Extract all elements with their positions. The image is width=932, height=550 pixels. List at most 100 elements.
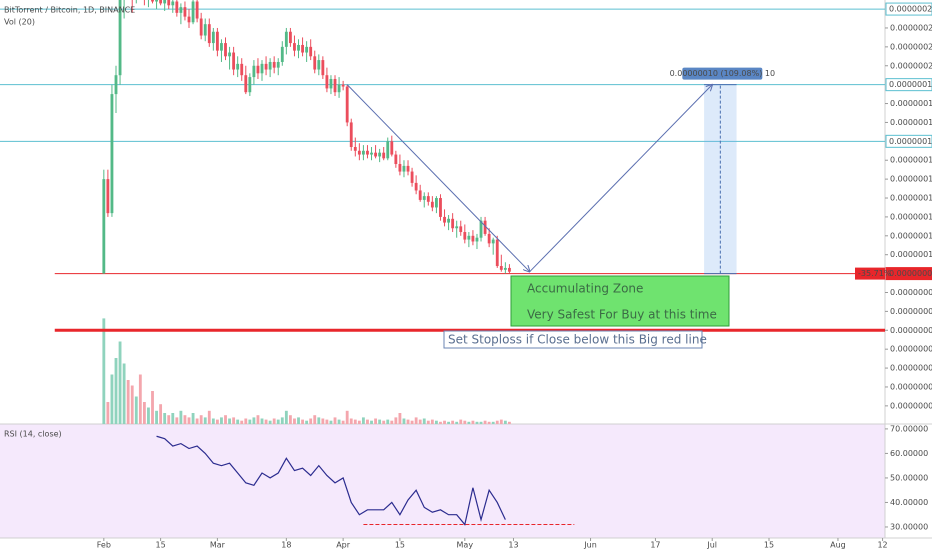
candle-body — [220, 43, 223, 51]
arrow — [529, 85, 713, 273]
y-tick-label: 0.00000021 — [890, 42, 932, 51]
volume-bar — [374, 418, 377, 424]
candle-body — [114, 75, 118, 95]
volume-bar — [483, 420, 487, 424]
volume-bar — [479, 421, 483, 424]
volume-bar — [102, 318, 106, 424]
candle-body — [495, 239, 499, 267]
candle-body — [224, 43, 227, 57]
candle-body — [195, 1, 199, 19]
volume-bar — [321, 418, 325, 424]
volume-bar — [211, 418, 215, 424]
candle-body — [248, 77, 252, 93]
rsi-title: RSI (14, close) — [4, 430, 62, 439]
y-tick-label: 0.00000005 — [890, 345, 932, 354]
candle-body — [483, 220, 487, 234]
volume-bar — [134, 396, 138, 424]
level-label-box — [885, 267, 932, 281]
candle-body — [256, 65, 260, 74]
candle-body — [430, 201, 434, 208]
level-label: 0.00000019 — [889, 80, 932, 89]
candle-body — [110, 94, 114, 214]
volume-bar — [122, 363, 126, 424]
volume-bar — [106, 402, 110, 424]
rsi-pane — [0, 424, 885, 538]
candle-body — [106, 179, 110, 214]
volume-bar — [228, 418, 231, 424]
volume-bar — [207, 410, 211, 424]
volume-bar — [179, 410, 183, 424]
candle-body — [341, 84, 345, 87]
candle-body — [179, 7, 183, 13]
axes: 0.00000023 0.00000019 0.00000016 0.00000009… — [97, 2, 932, 550]
volume-bar — [410, 420, 414, 424]
volume-bar — [349, 418, 353, 424]
candle-body — [325, 75, 329, 89]
change-label: -35.71% — [858, 269, 892, 278]
candle-body — [447, 218, 451, 223]
volume-bar — [288, 415, 292, 424]
volume-bar — [171, 413, 175, 424]
volume-bar — [215, 419, 219, 424]
y-tick-label: 0.00000012 — [890, 212, 932, 221]
candle-body — [443, 216, 446, 223]
x-tick-label: Aug — [830, 541, 846, 550]
volume-bar — [252, 417, 256, 424]
candle-body — [370, 152, 373, 155]
candle-body — [374, 152, 377, 157]
x-tick-label: Apr — [336, 541, 351, 550]
chart-title: BitTorrent / Bitcoin, 1D, BINANCE — [4, 6, 135, 15]
volume-bar — [151, 391, 154, 424]
volume-bar — [398, 413, 402, 424]
stoploss-box — [443, 330, 703, 349]
y-tick-label: 0.00000010 — [890, 250, 932, 259]
candle-body — [422, 196, 426, 200]
volume-bar — [499, 419, 503, 424]
candle-body — [361, 150, 365, 155]
volume-bar — [467, 421, 471, 424]
volume-bar — [268, 420, 272, 424]
candle-body — [163, 0, 167, 4]
volume-bar — [301, 419, 304, 424]
volume-bar — [471, 420, 475, 424]
y-tick-label: 0.00000004 — [890, 364, 932, 373]
x-tick-label: 15 — [156, 541, 166, 550]
candle-body — [268, 61, 272, 70]
rsi-tick-label: 30.00000 — [890, 522, 928, 531]
candle-body — [240, 63, 244, 76]
volume-bar — [110, 374, 114, 424]
volume-bar — [236, 419, 240, 424]
volume-bar — [414, 417, 418, 424]
rsi-tick-label: 70.00000 — [890, 424, 928, 433]
volume-bar — [422, 418, 426, 424]
y-tick-label: 0.00000017 — [890, 118, 932, 127]
candle-body — [353, 147, 357, 151]
candle-body — [199, 18, 203, 36]
candle-body — [309, 46, 313, 57]
candle-body — [272, 61, 276, 68]
volume-bar — [203, 417, 207, 424]
y-tick-label: 0.00000022 — [890, 23, 932, 32]
volume-label: Vol (20) — [4, 18, 35, 27]
volume-bar — [353, 419, 357, 424]
volume-bar — [232, 417, 236, 424]
volume-bar — [309, 418, 313, 424]
volume-bar — [142, 402, 146, 424]
volume-bar — [382, 420, 386, 424]
volume-bar — [329, 420, 333, 424]
candle-body — [301, 44, 304, 53]
candle-body — [151, 0, 154, 2]
volume-bar — [138, 374, 142, 424]
volume-bar — [361, 417, 365, 424]
zone-text: Accumulating Zone — [527, 282, 643, 296]
volume-bar — [487, 421, 491, 424]
volume-bar — [175, 417, 179, 424]
candle-body — [244, 75, 248, 93]
candle-body — [288, 31, 292, 44]
volume-bar — [147, 407, 150, 424]
volume-bar — [439, 421, 442, 424]
volume-bar — [264, 419, 268, 424]
candle-body — [349, 122, 353, 148]
candle-body — [183, 7, 187, 17]
candle-body — [175, 1, 179, 13]
